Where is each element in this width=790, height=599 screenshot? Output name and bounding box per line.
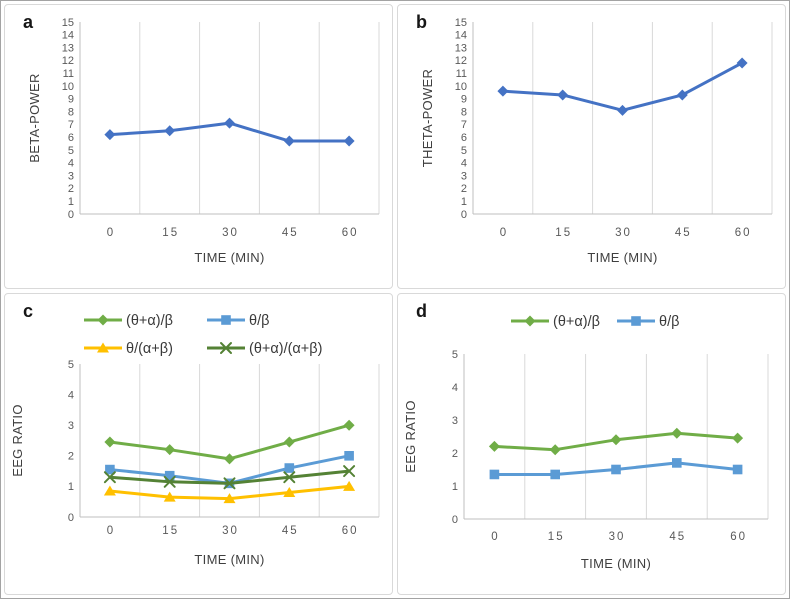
svg-text:45: 45 [675, 227, 692, 239]
svg-text:12: 12 [455, 55, 467, 67]
svg-text:TIME (MIN): TIME (MIN) [587, 250, 657, 265]
svg-text:11: 11 [63, 68, 74, 80]
panel-c: c 0 1 2 3 4 5 0 15 30 45 60 EEG RATIO TIME (MIN) (θ+α… [4, 293, 393, 595]
svg-text:15: 15 [162, 525, 179, 537]
svg-text:13: 13 [62, 42, 74, 54]
svg-text:14: 14 [455, 30, 467, 42]
svg-text:TIME (MIN): TIME (MIN) [194, 552, 264, 567]
svg-text:60: 60 [342, 525, 359, 537]
svg-text:θ/β: θ/β [659, 314, 679, 330]
svg-text:2: 2 [452, 448, 458, 460]
panel-d: d 0 1 2 3 4 5 0 15 30 45 60 EEG RATIO TIME (MIN) (θ+α… [397, 293, 786, 595]
svg-text:60: 60 [735, 227, 752, 239]
panel-c-letter: c [23, 301, 34, 321]
svg-text:10: 10 [455, 81, 467, 93]
svg-text:4: 4 [461, 158, 467, 170]
svg-text:8: 8 [461, 106, 467, 118]
panel-a: a 0 1 2 3 4 5 6 7 8 9 10 11 12 13 14 15 0 15 30 45 60 BETA-PO… [4, 4, 393, 289]
svg-text:15: 15 [162, 227, 179, 239]
svg-text:9: 9 [68, 94, 74, 106]
svg-text:7: 7 [68, 119, 74, 131]
svg-text:30: 30 [222, 525, 239, 537]
svg-text:6: 6 [68, 132, 74, 144]
svg-text:9: 9 [461, 94, 467, 106]
svg-text:(θ+α)/(α+β): (θ+α)/(α+β) [249, 341, 322, 357]
svg-text:10: 10 [62, 81, 74, 93]
svg-text:13: 13 [455, 42, 467, 54]
svg-text:4: 4 [68, 389, 74, 401]
svg-text:60: 60 [730, 531, 747, 543]
svg-text:30: 30 [615, 227, 632, 239]
svg-text:3: 3 [461, 170, 467, 182]
svg-text:15: 15 [548, 531, 565, 543]
svg-text:0: 0 [107, 525, 115, 537]
svg-text:2: 2 [68, 183, 74, 195]
svg-text:THETA-POWER: THETA-POWER [420, 69, 435, 167]
panel-b: b 0 1 2 3 4 5 6 7 8 9 10 11 12 13 14 15 0 15 30 45 60 THETA-P… [397, 4, 786, 289]
svg-text:1: 1 [68, 481, 74, 493]
svg-text:3: 3 [68, 420, 74, 432]
svg-text:3: 3 [452, 415, 458, 427]
svg-text:θ/β: θ/β [249, 313, 269, 329]
svg-text:7: 7 [461, 119, 467, 131]
svg-text:0: 0 [491, 531, 499, 543]
svg-text:15: 15 [62, 17, 74, 29]
svg-text:0: 0 [68, 209, 74, 221]
svg-text:4: 4 [68, 158, 74, 170]
svg-text:5: 5 [68, 359, 74, 371]
svg-text:1: 1 [461, 196, 467, 208]
svg-text:(θ+α)/β: (θ+α)/β [126, 313, 173, 329]
svg-text:EEG RATIO: EEG RATIO [403, 400, 418, 473]
svg-text:14: 14 [62, 30, 74, 42]
svg-text:45: 45 [282, 525, 299, 537]
svg-text:30: 30 [609, 531, 626, 543]
svg-text:5: 5 [68, 145, 74, 157]
svg-text:1: 1 [68, 196, 74, 208]
svg-text:0: 0 [461, 209, 467, 221]
svg-text:0: 0 [452, 514, 458, 526]
panel-b-letter: b [416, 12, 427, 32]
svg-text:0: 0 [68, 512, 74, 524]
svg-text:0: 0 [500, 227, 508, 239]
svg-text:4: 4 [452, 382, 458, 394]
svg-text:TIME (MIN): TIME (MIN) [581, 556, 651, 571]
svg-text:11: 11 [456, 68, 467, 80]
svg-text:1: 1 [452, 481, 458, 493]
svg-text:5: 5 [461, 145, 467, 157]
svg-text:15: 15 [555, 227, 572, 239]
svg-text:(θ+α)/β: (θ+α)/β [553, 314, 600, 330]
svg-text:2: 2 [461, 183, 467, 195]
svg-text:60: 60 [342, 227, 359, 239]
svg-text:3: 3 [68, 170, 74, 182]
panel-a-letter: a [23, 12, 34, 32]
panel-d-letter: d [416, 301, 427, 321]
svg-text:5: 5 [452, 349, 458, 361]
svg-text:8: 8 [68, 106, 74, 118]
svg-text:θ/(α+β): θ/(α+β) [126, 341, 173, 357]
svg-text:30: 30 [222, 227, 239, 239]
svg-text:15: 15 [455, 17, 467, 29]
svg-text:BETA-POWER: BETA-POWER [27, 73, 42, 162]
svg-text:2: 2 [68, 451, 74, 463]
svg-text:12: 12 [62, 55, 74, 67]
svg-text:EEG RATIO: EEG RATIO [10, 404, 25, 477]
svg-text:6: 6 [461, 132, 467, 144]
svg-text:45: 45 [282, 227, 299, 239]
svg-text:0: 0 [107, 227, 115, 239]
svg-text:45: 45 [669, 531, 686, 543]
svg-text:TIME (MIN): TIME (MIN) [194, 250, 264, 265]
